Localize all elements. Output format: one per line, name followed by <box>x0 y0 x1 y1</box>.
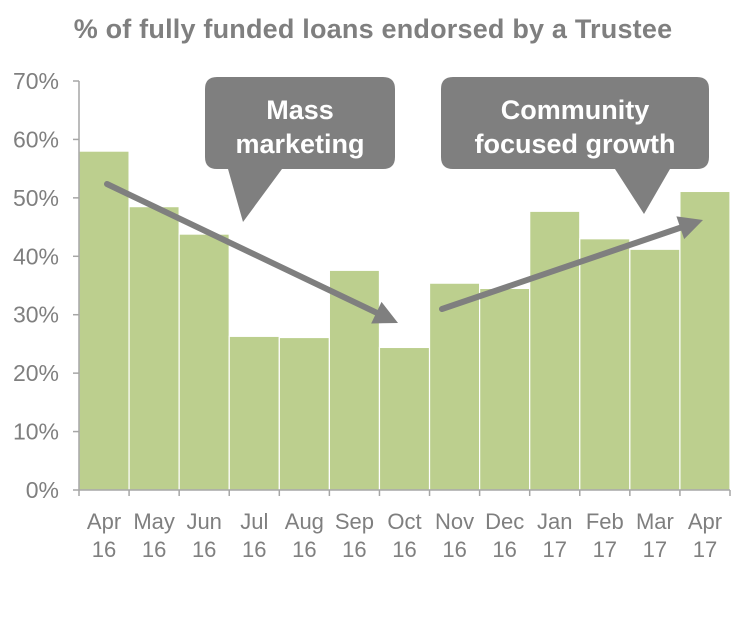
bar-jul-16 <box>228 335 280 491</box>
x-tick-label-month: Feb <box>586 509 624 534</box>
x-tick-label-month: Dec <box>485 509 524 534</box>
bar-may-16 <box>128 206 180 491</box>
y-tick-label: 50% <box>13 185 59 211</box>
x-tick-label-year: 16 <box>142 537 166 562</box>
x-tick-label-month: Jul <box>240 509 268 534</box>
x-tick-label-month: Sep <box>335 509 374 534</box>
y-tick-label: 40% <box>13 243 59 269</box>
y-tick-label: 70% <box>13 68 59 94</box>
x-tick-label-year: 17 <box>593 537 617 562</box>
bar-feb-17 <box>579 238 631 491</box>
x-tick-label-year: 16 <box>192 537 216 562</box>
bar-mar-17 <box>629 248 681 491</box>
callout-text: focused growth <box>475 129 676 159</box>
bar-nov-16 <box>428 282 481 491</box>
x-tick-label-month: Aug <box>285 509 324 534</box>
callout-bubble <box>205 77 395 222</box>
callout-text: Community <box>501 95 650 125</box>
x-tick-label-month: May <box>133 509 175 534</box>
x-tick-label-month: Jun <box>186 509 221 534</box>
y-tick-label: 20% <box>13 360 59 386</box>
x-tick-label-year: 16 <box>292 537 316 562</box>
bar-apr-16 <box>78 150 130 491</box>
y-tick-label: 30% <box>13 302 59 328</box>
trend-arrow-decline <box>104 181 398 324</box>
bar-apr-17 <box>679 190 731 491</box>
bar-oct-16 <box>378 346 431 491</box>
x-tick-label-year: 16 <box>392 537 416 562</box>
y-tick-label: 60% <box>13 126 59 152</box>
callout-text: Mass <box>266 95 334 125</box>
x-tick-label-month: Oct <box>387 509 421 534</box>
bar-jun-16 <box>178 233 230 491</box>
x-tick-label-year: 17 <box>693 537 717 562</box>
y-tick-label: 10% <box>13 419 59 445</box>
x-tick-label-month: Apr <box>688 509 722 534</box>
x-tick-label-month: Mar <box>636 509 674 534</box>
trend-arrow-growth <box>439 216 703 312</box>
x-tick-label-year: 17 <box>542 537 566 562</box>
bar-aug-16 <box>278 336 330 491</box>
x-tick-label-year: 16 <box>442 537 466 562</box>
x-tick-label-year: 16 <box>342 537 366 562</box>
chart-title: % of fully funded loans endorsed by a Tr… <box>73 14 673 44</box>
callout-bubble <box>441 77 709 214</box>
x-tick-label-year: 16 <box>92 537 116 562</box>
x-tick-label-month: Jan <box>537 509 572 534</box>
bar-dec-16 <box>479 287 531 491</box>
x-tick-label-month: Apr <box>87 509 121 534</box>
callout-mass-marketing: Mass marketing <box>205 77 395 222</box>
callout-text: marketing <box>235 129 364 159</box>
x-tick-label-month: Nov <box>435 509 474 534</box>
x-tick-label-year: 17 <box>643 537 667 562</box>
x-tick-label-year: 16 <box>492 537 516 562</box>
callout-community-growth: Community focused growth <box>441 77 709 214</box>
x-tick-label-year: 16 <box>242 537 266 562</box>
y-tick-label: 0% <box>26 477 59 503</box>
bar-jan-17 <box>529 210 581 491</box>
